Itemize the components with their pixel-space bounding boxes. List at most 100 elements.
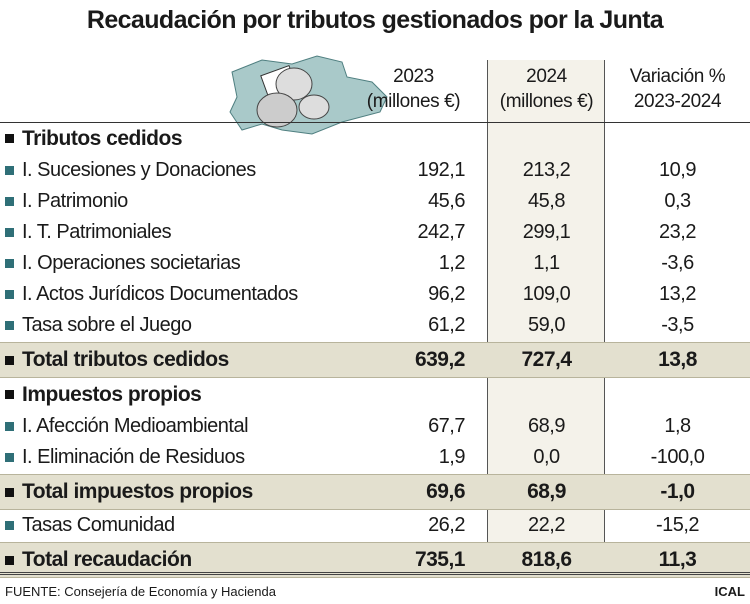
value-2024: 68,9 [528,415,565,437]
row-label: Total impuestos propios [22,480,253,503]
square-bullet-icon [5,555,14,565]
row-label: Total recaudación [22,548,192,571]
total-row: Total impuestos propios 69,6 68,9 -1,0 [0,474,750,510]
square-bullet-icon [5,453,14,462]
row-label-cell: I. Actos Jurídicos Documentados [5,283,298,306]
value-2024: 59,0 [528,314,565,336]
row-label-cell: I. Operaciones societarias [5,252,241,275]
table-row: I. Operaciones societarias 1,2 1,1 -3,6 [0,248,750,279]
total-row: Total tributos cedidos 639,2 727,4 13,8 [0,342,750,378]
value-2023: 242,7 [417,221,465,243]
row-label: I. Operaciones societarias [22,252,241,274]
column-header-2023: 2023 (millones €) [340,64,487,114]
table-row: I. Patrimonio 45,6 45,8 0,3 [0,186,750,217]
row-label: I. T. Patrimoniales [22,221,172,243]
section-header-row: Tributos cedidos [0,122,750,155]
square-bullet-icon [5,166,14,175]
row-label: I. Patrimonio [22,190,128,212]
value-variation: 1,8 [664,415,691,437]
row-label-cell: Impuestos propios [5,382,202,407]
value-variation: 10,9 [659,159,696,181]
value-variation: -3,6 [661,252,694,274]
value-2024: 45,8 [528,190,565,212]
row-label-cell: Tasas Comunidad [5,514,175,537]
value-2023: 192,1 [417,159,465,181]
value-2024: 109,0 [522,283,571,305]
value-2024: 727,4 [521,348,572,371]
table-row: I. Eliminación de Residuos 1,9 0,0 -100,0 [0,442,750,473]
row-label-cell: I. T. Patrimoniales [5,221,172,244]
table-row: I. Afección Medioambiental 67,7 68,9 1,8 [0,411,750,442]
square-bullet-icon [5,259,14,268]
source-note: FUENTE: Consejería de Economía y Haciend… [5,584,276,599]
value-variation: -100,0 [650,446,705,468]
row-label-cell: I. Afección Medioambiental [5,415,249,438]
square-bullet-icon [5,521,14,530]
column-header-line: (millones €) [366,91,461,112]
column-header-line: 2023-2024 [633,91,722,112]
value-2023: 61,2 [428,314,465,336]
table-row: I. Sucesiones y Donaciones 192,1 213,2 10,9 [0,155,750,186]
value-2023: 1,9 [438,446,466,468]
table-row: I. Actos Jurídicos Documentados 96,2 109,0… [0,279,750,310]
column-header-variation: Variación % 2023-2024 [605,64,750,114]
section-header-row: Impuestos propios [0,378,750,411]
value-2023: 639,2 [414,348,466,371]
value-2024: 818,6 [521,548,572,571]
value-2024: 68,9 [527,480,566,503]
table-row: Tasas Comunidad 26,2 22,2 -15,2 [0,510,750,541]
row-label: Tasa sobre el Juego [22,314,192,336]
value-2023: 69,6 [426,480,465,503]
row-label: I. Sucesiones y Donaciones [22,159,256,181]
column-header-line: Variación % [629,66,726,87]
credit: ICAL [714,584,745,599]
value-2024: 1,1 [533,252,560,274]
value-variation: 11,3 [658,548,697,571]
row-label-cell: I. Eliminación de Residuos [5,446,245,469]
value-variation: -3,5 [661,314,694,336]
row-label-cell: Total impuestos propios [5,480,253,504]
table-row: I. T. Patrimoniales 242,7 299,1 23,2 [0,217,750,248]
chart-title: Recaudación por tributos gestionados por… [86,6,664,34]
square-bullet-icon [5,390,14,399]
value-2023: 96,2 [428,283,465,305]
row-label: I. Afección Medioambiental [22,415,249,437]
row-label: Tasas Comunidad [22,514,175,536]
square-bullet-icon [5,228,14,237]
square-bullet-icon [5,134,14,143]
value-2023: 26,2 [428,514,465,536]
column-header-2024: 2024 (millones €) [488,64,605,114]
square-bullet-icon [5,487,14,497]
row-label-cell: Total recaudación [5,548,192,572]
value-variation: -1,0 [660,480,695,503]
value-variation: 13,8 [658,348,697,371]
row-label: Impuestos propios [22,382,202,406]
square-bullet-icon [5,355,14,365]
map-coins-icon [229,55,388,135]
column-header-line: 2023 [393,66,434,87]
square-bullet-icon [5,290,14,299]
value-2024: 213,2 [522,159,571,181]
column-divider [487,60,488,570]
column-header-line: 2024 [526,66,567,87]
row-label-cell: Tasa sobre el Juego [5,314,192,337]
row-label-cell: Total tributos cedidos [5,348,229,372]
value-variation: -15,2 [655,514,700,536]
value-2024: 299,1 [522,221,571,243]
column-divider [604,60,605,570]
value-2024: 0,0 [533,446,560,468]
value-variation: 0,3 [664,190,691,212]
row-label: I. Eliminación de Residuos [22,446,245,468]
square-bullet-icon [5,197,14,206]
value-2023: 45,6 [428,190,465,212]
row-label-cell: I. Patrimonio [5,190,128,213]
value-2024: 22,2 [528,514,565,536]
table-bottom-border [0,572,750,575]
row-label: Total tributos cedidos [22,348,229,371]
row-label: Tributos cedidos [22,126,183,150]
value-2023: 735,1 [414,548,466,571]
square-bullet-icon [5,321,14,330]
value-2023: 67,7 [428,415,465,437]
table-body: Tributos cedidos I. Sucesiones y Donacion… [0,122,750,578]
row-label: I. Actos Jurídicos Documentados [22,283,298,305]
